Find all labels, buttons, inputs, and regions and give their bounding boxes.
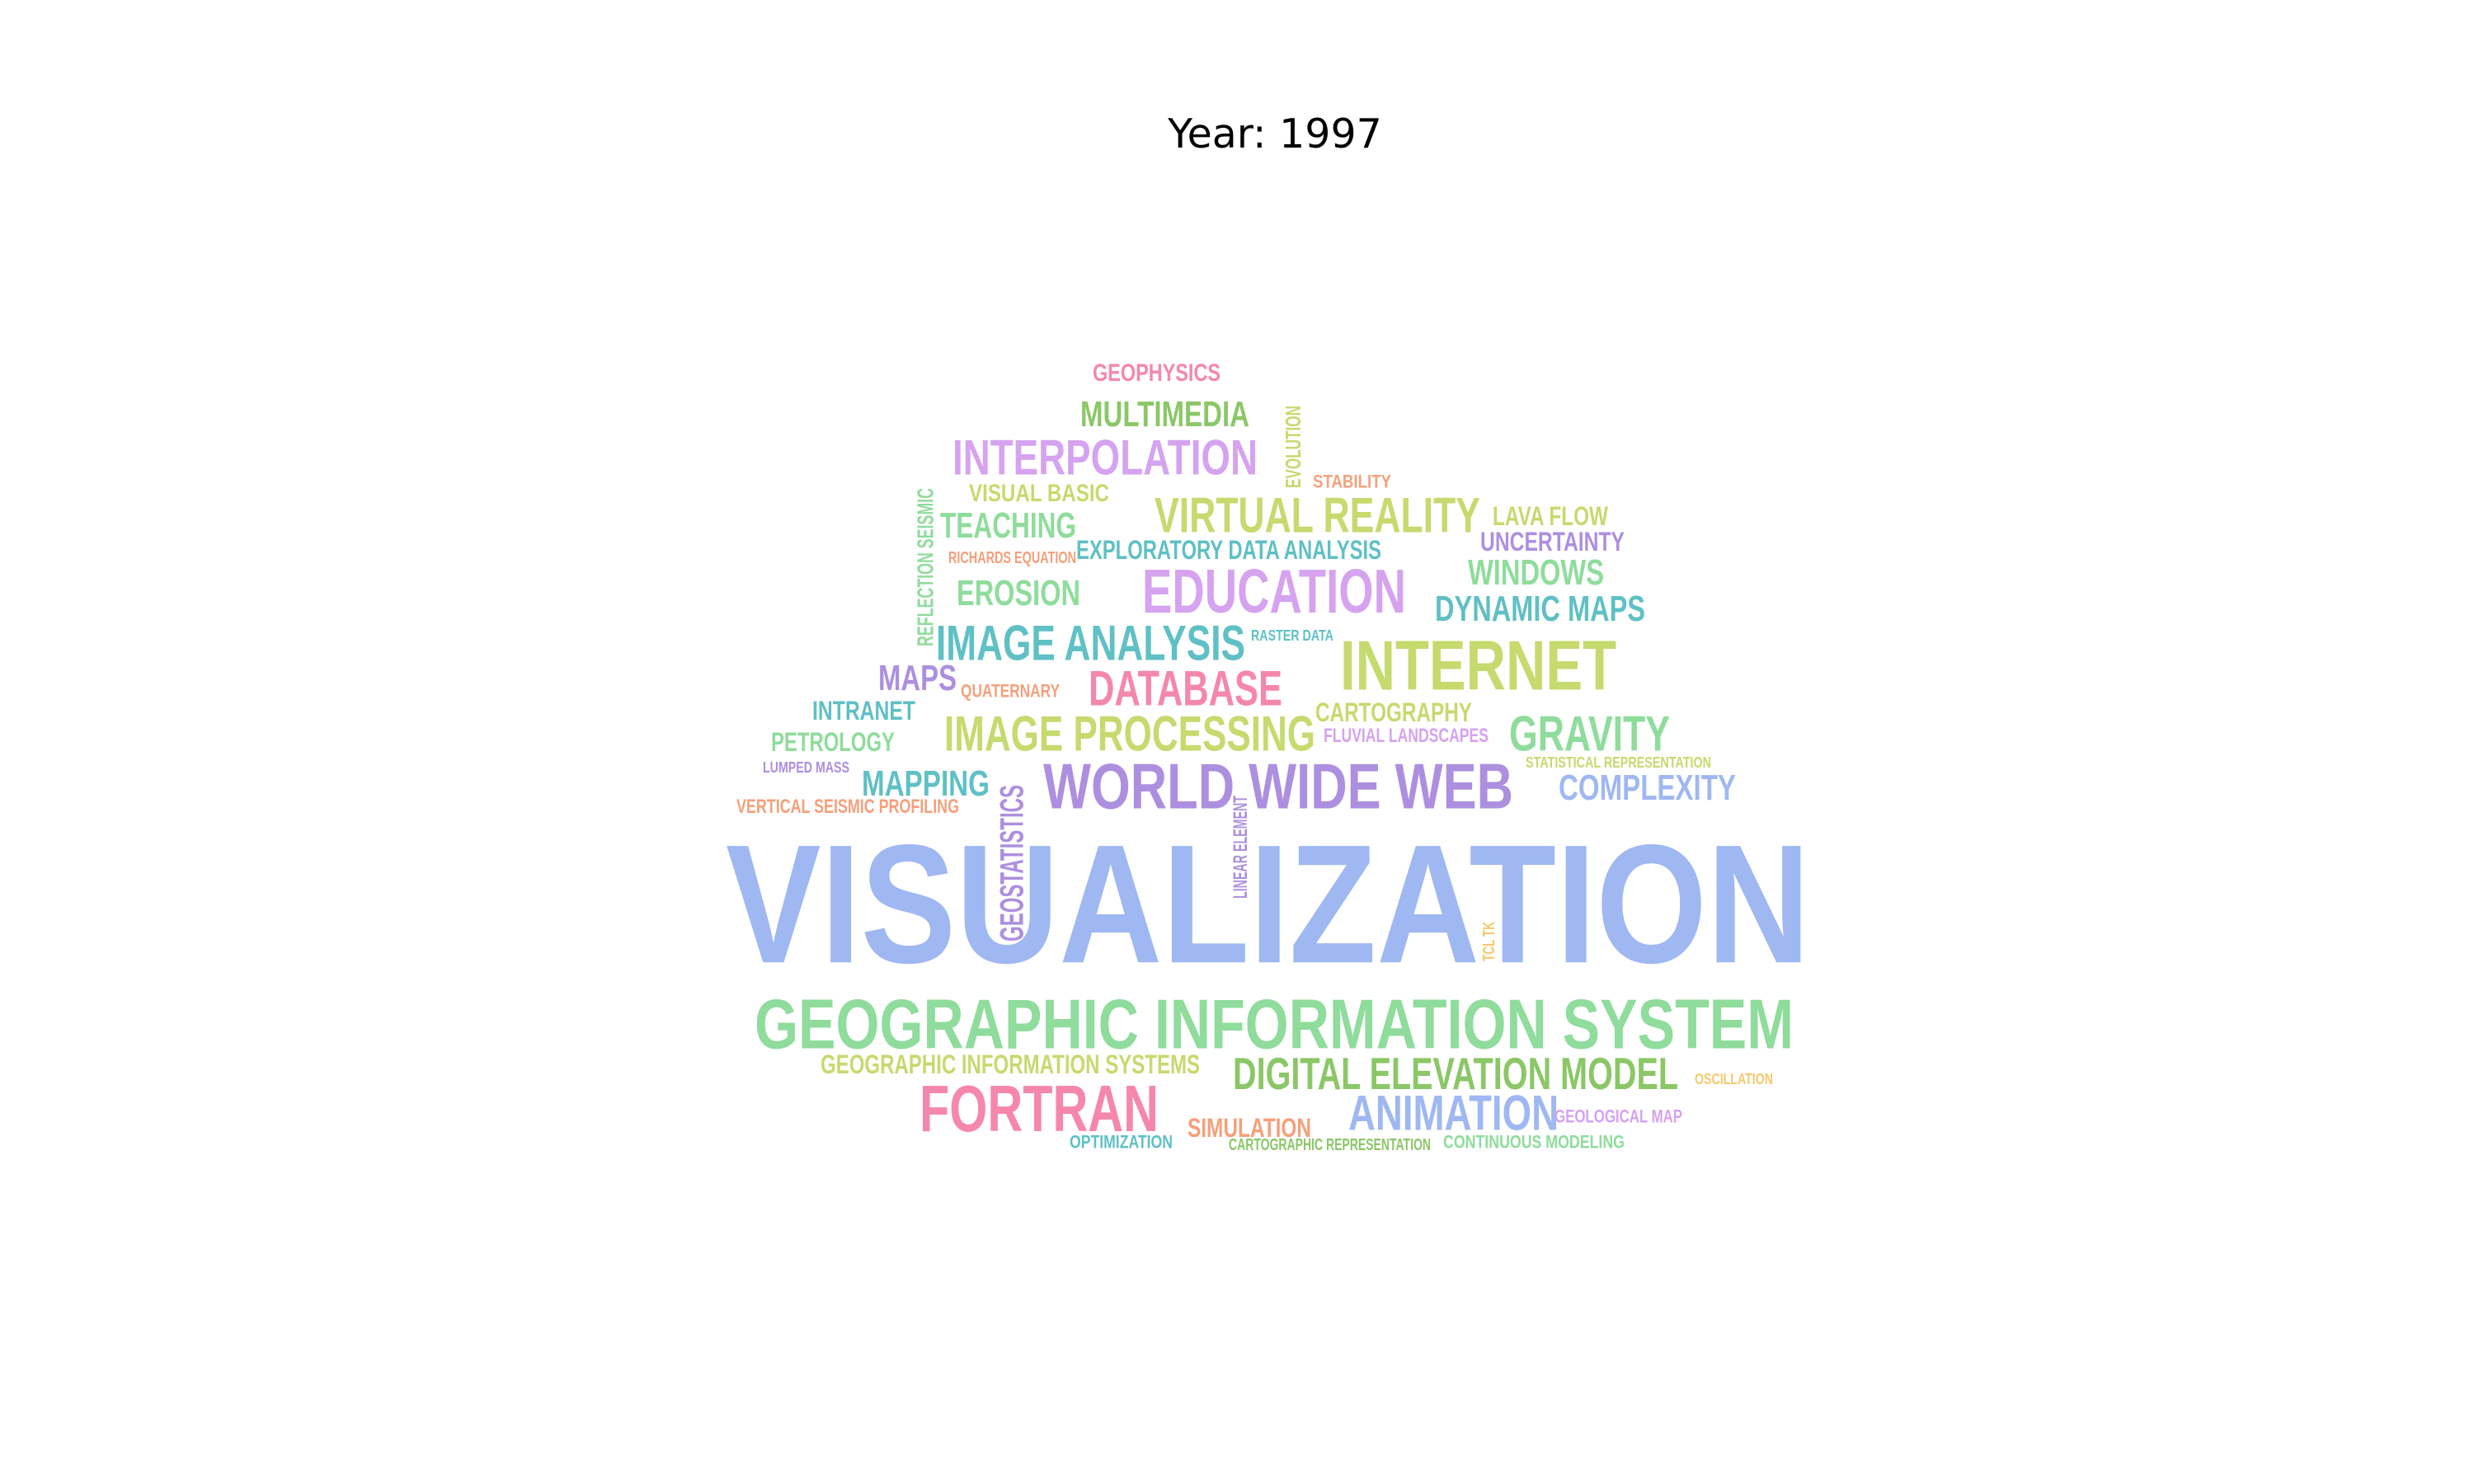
word-cloud-term: REFLECTION SEISMIC	[912, 488, 938, 646]
word-cloud-term: EROSION	[957, 572, 1080, 613]
word-cloud-term: MULTIMEDIA	[1080, 393, 1249, 434]
word-cloud-term: CONTINUOUS MODELING	[1443, 1131, 1625, 1153]
figure-title: Year: 1997	[1168, 110, 1382, 157]
word-cloud-term: VIRTUAL REALITY	[1155, 487, 1480, 543]
word-cloud-term: QUATERNARY	[961, 680, 1060, 702]
word-cloud-term: LINEAR ELEMENT	[1229, 796, 1252, 899]
word-cloud-term: COMPLEXITY	[1559, 767, 1736, 808]
word-cloud-term: TEACHING	[940, 505, 1076, 546]
word-cloud-term: GEOLOGICAL MAP	[1554, 1106, 1682, 1127]
word-cloud-term: GEOSTATISTICS	[993, 785, 1031, 942]
word-cloud-term: UNCERTAINTY	[1480, 527, 1625, 556]
word-cloud-term: CARTOGRAPHIC REPRESENTATION	[1229, 1134, 1431, 1154]
word-cloud-term: STATISTICAL REPRESENTATION	[1526, 754, 1711, 772]
word-cloud-term: SIMULATION	[1188, 1113, 1311, 1143]
word-cloud-term: OSCILLATION	[1695, 1070, 1773, 1088]
word-cloud-term: VISUAL BASIC	[969, 479, 1109, 507]
word-cloud-term: TCL TK	[1479, 922, 1498, 961]
word-cloud-term: IMAGE PROCESSING	[944, 706, 1315, 762]
word-cloud-term: PETROLOGY	[771, 727, 895, 757]
word-cloud-term: WINDOWS	[1468, 552, 1604, 593]
word-cloud-term: STABILITY	[1313, 471, 1391, 492]
word-cloud-term: CARTOGRAPHY	[1315, 697, 1472, 727]
word-cloud-term: ANIMATION	[1348, 1085, 1559, 1141]
word-cloud-term: INTERPOLATION	[952, 430, 1258, 486]
word-cloud-term: FLUVIAL LANDSCAPES	[1324, 724, 1489, 747]
word-cloud-term: GRAVITY	[1509, 706, 1670, 762]
word-cloud-term: EVOLUTION	[1281, 406, 1305, 488]
word-cloud-term: GEOGRAPHIC INFORMATION SYSTEMS	[821, 1050, 1200, 1079]
word-cloud-term: LUMPED MASS	[763, 758, 849, 777]
word-cloud-term: GEOPHYSICS	[1093, 359, 1221, 387]
word-cloud-term: DIGITAL ELEVATION MODEL	[1233, 1048, 1678, 1100]
word-cloud-term: WORLD WIDE WEB	[1043, 750, 1513, 823]
word-cloud-term: FORTRAN	[920, 1072, 1159, 1146]
word-cloud-term: MAPPING	[862, 763, 990, 804]
word-cloud-term: DYNAMIC MAPS	[1435, 588, 1645, 629]
word-cloud-term: VERTICAL SEISMIC PROFILING	[736, 795, 959, 818]
word-cloud-term: GEOGRAPHIC INFORMATION SYSTEM	[755, 984, 1794, 1064]
word-cloud-term: RASTER DATA	[1251, 627, 1333, 645]
word-cloud-term: DATABASE	[1089, 660, 1282, 716]
word-cloud-term: INTRANET	[812, 696, 915, 726]
word-cloud-term: IMAGE ANALYSIS	[936, 615, 1245, 671]
word-cloud-term: OPTIMIZATION	[1070, 1131, 1173, 1153]
word-cloud-term: VISUALIZATION	[726, 810, 1810, 1000]
word-cloud-term: EXPLORATORY DATA ANALYSIS	[1076, 535, 1381, 565]
word-cloud-term: MAPS	[878, 657, 957, 698]
word-cloud-term: LAVA FLOW	[1493, 501, 1608, 531]
word-cloud-term: EDUCATION	[1142, 556, 1406, 627]
word-cloud-term: INTERNET	[1340, 626, 1616, 706]
word-cloud-term: RICHARDS EQUATION	[948, 547, 1076, 567]
